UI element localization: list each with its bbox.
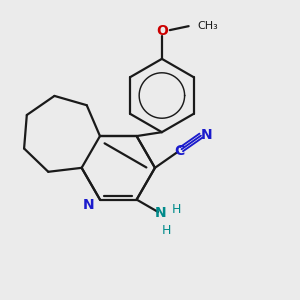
Text: CH₃: CH₃	[198, 21, 218, 31]
Text: N: N	[82, 197, 94, 212]
Text: C: C	[174, 144, 184, 158]
Text: N: N	[201, 128, 213, 142]
Text: O: O	[156, 24, 168, 38]
Text: H: H	[162, 224, 171, 237]
Text: N: N	[155, 206, 167, 220]
Text: H: H	[172, 203, 181, 216]
